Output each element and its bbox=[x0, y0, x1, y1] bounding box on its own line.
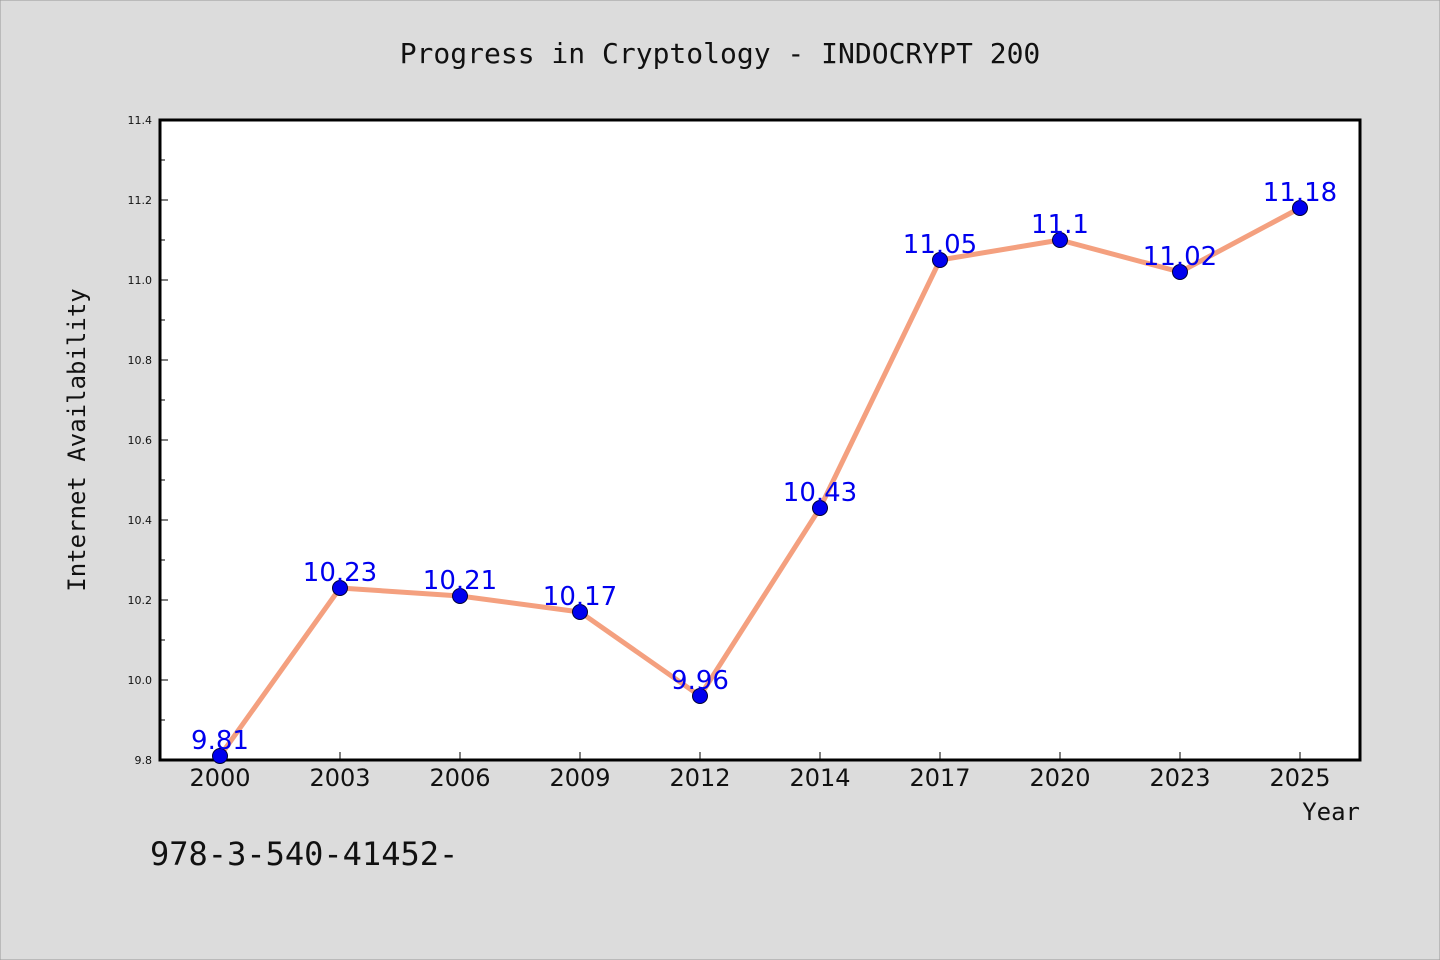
data-point bbox=[1172, 264, 1188, 280]
x-axis: 2000 2003 2006 2009 2012 2014 2017 2020 2023 2025 bbox=[189, 752, 1331, 792]
y-axis-label: Internet Availability bbox=[63, 288, 91, 591]
y-tick-label: 11.4 bbox=[128, 114, 153, 127]
x-tick-label: 2017 bbox=[909, 764, 970, 792]
x-tick-label: 2003 bbox=[309, 764, 370, 792]
data-label: 9.96 bbox=[671, 666, 729, 696]
data-point bbox=[1052, 232, 1068, 248]
y-tick-label: 9.8 bbox=[135, 754, 153, 767]
data-point bbox=[332, 580, 348, 596]
data-label: 11.18 bbox=[1263, 178, 1337, 208]
data-point bbox=[452, 588, 468, 604]
data-label: 10.43 bbox=[783, 478, 857, 508]
data-label: 11.1 bbox=[1031, 210, 1089, 240]
data-label: 10.21 bbox=[423, 566, 497, 596]
data-label: 9.81 bbox=[191, 726, 249, 756]
y-axis: 9.8 10.0 10.2 10.4 10.6 10.8 11.0 11.2 11.4 bbox=[128, 114, 168, 767]
x-tick-label: 2009 bbox=[549, 764, 610, 792]
y-tick-label: 10.8 bbox=[128, 354, 153, 367]
y-tick-label: 10.4 bbox=[128, 514, 153, 527]
plot-area bbox=[158, 118, 1362, 762]
y-tick-label: 11.0 bbox=[128, 274, 153, 287]
y-tick-label: 10.6 bbox=[128, 434, 153, 447]
data-label: 10.23 bbox=[303, 558, 377, 588]
data-point bbox=[812, 500, 828, 516]
x-axis-label: Year bbox=[1302, 798, 1360, 826]
x-tick-label: 2020 bbox=[1029, 764, 1090, 792]
isbn-footer: 978-3-540-41452- bbox=[150, 835, 458, 873]
x-tick-label: 2012 bbox=[669, 764, 730, 792]
data-label: 10.17 bbox=[543, 582, 617, 612]
data-point bbox=[932, 252, 948, 268]
data-point bbox=[212, 748, 228, 764]
y-tick-label: 11.2 bbox=[128, 194, 153, 207]
series-line bbox=[217, 205, 1303, 759]
data-point bbox=[572, 604, 588, 620]
data-point bbox=[692, 688, 708, 704]
x-tick-label: 2006 bbox=[429, 764, 490, 792]
y-tick-label: 10.2 bbox=[128, 594, 153, 607]
x-tick-label: 2000 bbox=[189, 764, 250, 792]
y-tick-label: 10.0 bbox=[128, 674, 153, 687]
data-label: 11.05 bbox=[903, 230, 977, 260]
data-point bbox=[1292, 200, 1308, 216]
series-line-path bbox=[217, 205, 1303, 759]
data-labels: 9.81 10.23 10.21 10.17 9.96 10.43 11.05 11.1 11.… bbox=[191, 178, 1337, 756]
x-tick-label: 2023 bbox=[1149, 764, 1210, 792]
chart-title: Progress in Cryptology - INDOCRYPT 200 bbox=[400, 37, 1041, 70]
x-tick-label: 2025 bbox=[1269, 764, 1330, 792]
x-tick-label: 2014 bbox=[789, 764, 850, 792]
series-markers bbox=[212, 200, 1308, 764]
data-label: 11.02 bbox=[1143, 242, 1217, 272]
